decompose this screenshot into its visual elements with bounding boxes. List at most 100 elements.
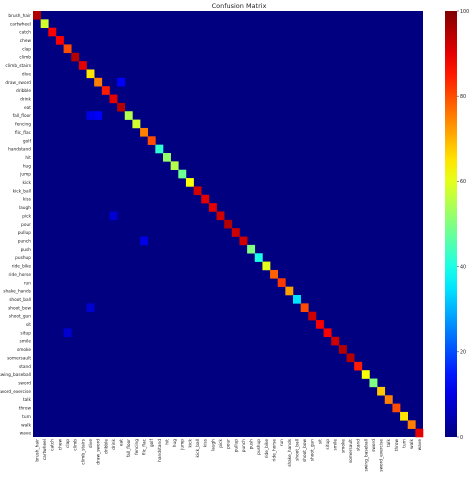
column-label: push	[249, 439, 255, 450]
column-label: dribble	[103, 439, 109, 454]
column-label: catch	[50, 439, 56, 451]
column-label: cartwheel	[42, 439, 48, 460]
row-label: handstand	[8, 147, 31, 153]
column-label: ride_horse	[271, 439, 277, 462]
column-label: fencing	[134, 439, 140, 455]
column-label: kiss	[203, 438, 209, 447]
column-label: dive	[88, 439, 94, 448]
row-label: golf	[23, 138, 32, 144]
heatmap-cell	[124, 111, 133, 120]
heatmap-cell	[407, 420, 416, 429]
row-label: kiss	[23, 197, 32, 203]
row-label: swing_baseball	[0, 372, 31, 378]
heatmap-cell	[369, 378, 378, 388]
heatmap-cell	[247, 244, 256, 254]
row-label: sword_exercise	[0, 389, 31, 395]
heatmap-cell	[285, 286, 294, 296]
heatmap-cell	[415, 428, 424, 438]
column-label: clap	[65, 439, 71, 448]
colorbar-gradient	[445, 11, 457, 437]
heatmap-cell	[216, 211, 225, 221]
heatmap-cell	[63, 44, 72, 54]
colorbar-tick-label: 20	[460, 350, 466, 356]
heatmap-cell	[48, 27, 57, 37]
heatmap-cell	[392, 403, 401, 413]
row-label: pour	[21, 222, 31, 228]
column-label: pick	[218, 438, 224, 447]
row-label: talk	[23, 397, 32, 403]
column-label: throw	[394, 439, 400, 452]
heatmap-cell	[163, 153, 171, 162]
column-label: situp	[325, 439, 331, 450]
heatmap-cell	[55, 36, 64, 45]
column-label: eat	[119, 439, 125, 446]
column-label: hug	[172, 439, 178, 447]
row-label: jump	[19, 172, 31, 178]
column-label: climb_stairs	[80, 438, 86, 464]
heatmap-cell	[277, 278, 286, 287]
heatmap-cell	[338, 345, 347, 354]
column-label: pullup	[233, 439, 239, 453]
row-label: climb_stairs	[5, 63, 31, 69]
heatmap-cell	[117, 77, 126, 87]
heatmap-cell	[300, 303, 309, 312]
heatmap-cell	[208, 203, 217, 212]
column-label: punch	[241, 439, 247, 453]
heatmap-cell	[170, 161, 179, 170]
heatmap-cell	[354, 361, 363, 371]
heatmap-cell	[63, 328, 72, 338]
heatmap-cell	[308, 311, 317, 321]
row-label: push	[21, 247, 32, 253]
column-label: climb	[73, 439, 79, 451]
heatmap-cells	[33, 11, 424, 438]
row-label: punch	[18, 239, 32, 245]
row-label: hit	[25, 155, 31, 161]
heatmap-cell	[178, 169, 187, 179]
row-label: brush_hair	[8, 13, 31, 19]
column-label: fall_floor	[126, 439, 132, 458]
heatmap-cell	[193, 186, 202, 196]
heatmap-cell	[315, 320, 324, 329]
heatmap-cell	[86, 303, 95, 312]
column-label: laugh	[210, 439, 216, 451]
column-label: shoot_ball	[294, 439, 300, 461]
row-label: shake_hands	[3, 289, 32, 295]
row-label: clap	[22, 46, 31, 52]
heatmap-cell	[270, 269, 279, 279]
column-label: ride_bike	[264, 439, 270, 459]
column-label: swing_baseball	[363, 439, 369, 472]
column-label: run	[279, 439, 285, 446]
heatmap-cell	[201, 194, 210, 204]
heatmap-cell	[262, 261, 271, 271]
column-label: sword	[371, 439, 377, 452]
heatmap-cell	[377, 386, 386, 396]
heatmap-cell	[33, 11, 41, 20]
colorbar-tick-label: 40	[460, 264, 466, 270]
column-label: brush_hair	[34, 439, 40, 462]
row-label: sit	[26, 322, 31, 328]
column-label: smoke	[340, 439, 346, 453]
column-label: walk	[409, 439, 415, 449]
row-label: shoot_bow	[8, 305, 31, 311]
colorbar-tick-label: 60	[460, 179, 466, 185]
row-label: run	[24, 280, 31, 286]
heatmap-cell	[155, 144, 164, 154]
row-label: throw	[19, 406, 32, 412]
row-label: kick_ball	[13, 188, 31, 194]
heatmap-cell	[86, 111, 95, 120]
colorbar-tick-label: 0	[460, 435, 463, 441]
row-label: chew	[20, 38, 32, 44]
heatmap-cell	[231, 228, 240, 237]
column-label: shoot_gun	[310, 439, 316, 462]
column-label: golf	[149, 439, 155, 448]
colorbar-tick-label: 80	[460, 94, 466, 100]
heatmap-cell	[109, 94, 118, 104]
heatmap-cell	[40, 19, 49, 28]
heatmap-cell	[109, 211, 118, 221]
column-label: shoot_bow	[302, 439, 308, 462]
row-label: hug	[23, 163, 31, 169]
row-label: sword	[18, 381, 31, 387]
row-label: shoot_gun	[9, 314, 32, 320]
heatmap-cell	[384, 395, 393, 404]
